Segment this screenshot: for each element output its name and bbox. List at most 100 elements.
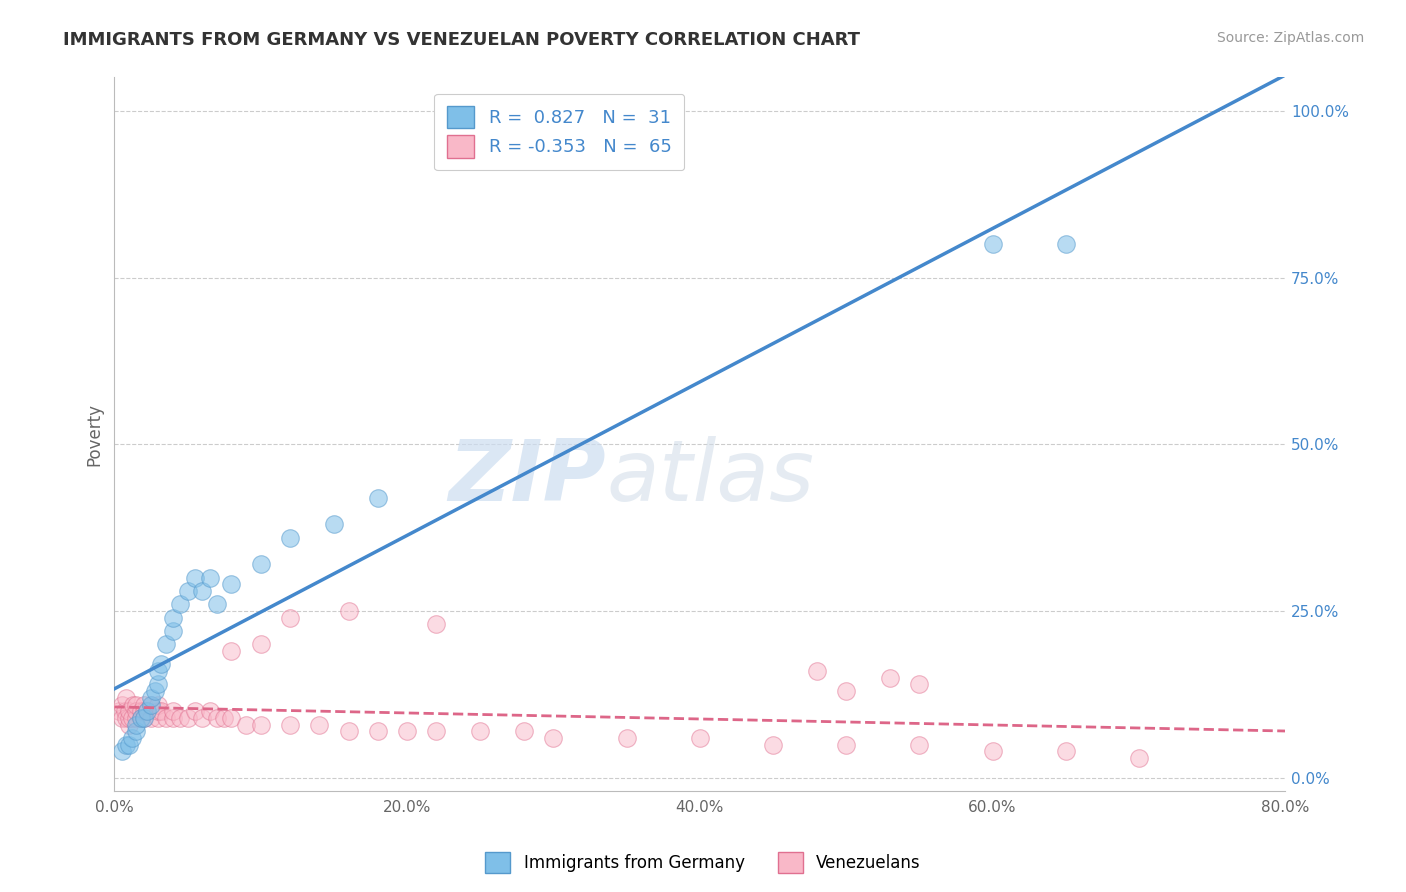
- Point: [367, 724, 389, 739]
- Text: Source: ZipAtlas.com: Source: ZipAtlas.com: [1216, 31, 1364, 45]
- Point: [139, 690, 162, 705]
- Point: [212, 711, 235, 725]
- Point: [122, 698, 145, 712]
- Point: [135, 704, 157, 718]
- Point: [125, 711, 148, 725]
- Point: [616, 731, 638, 745]
- Point: [125, 717, 148, 731]
- Text: ZIP: ZIP: [449, 435, 606, 518]
- Point: [148, 698, 170, 712]
- Point: [148, 677, 170, 691]
- Point: [221, 711, 243, 725]
- Point: [118, 717, 141, 731]
- Point: [470, 724, 492, 739]
- Point: [981, 744, 1004, 758]
- Point: [145, 684, 167, 698]
- Point: [121, 731, 143, 745]
- Point: [191, 711, 214, 725]
- Point: [908, 738, 931, 752]
- Point: [198, 571, 221, 585]
- Point: [396, 724, 419, 739]
- Point: [337, 724, 360, 739]
- Point: [169, 598, 191, 612]
- Point: [221, 577, 243, 591]
- Point: [1128, 751, 1150, 765]
- Point: [278, 531, 301, 545]
- Point: [135, 704, 157, 718]
- Y-axis label: Poverty: Poverty: [86, 403, 103, 466]
- Point: [150, 657, 173, 672]
- Point: [278, 611, 301, 625]
- Point: [155, 711, 177, 725]
- Point: [111, 711, 134, 725]
- Point: [425, 724, 447, 739]
- Point: [162, 704, 184, 718]
- Text: atlas: atlas: [606, 435, 814, 518]
- Point: [111, 744, 134, 758]
- Point: [1054, 744, 1077, 758]
- Point: [148, 704, 170, 718]
- Point: [132, 704, 155, 718]
- Point: [162, 624, 184, 639]
- Text: IMMIGRANTS FROM GERMANY VS VENEZUELAN POVERTY CORRELATION CHART: IMMIGRANTS FROM GERMANY VS VENEZUELAN PO…: [63, 31, 860, 49]
- Point: [249, 717, 271, 731]
- Point: [115, 690, 138, 705]
- Point: [118, 711, 141, 725]
- Point: [139, 698, 162, 712]
- Point: [115, 711, 138, 725]
- Point: [155, 637, 177, 651]
- Point: [205, 598, 228, 612]
- Point: [129, 711, 152, 725]
- Point: [129, 711, 152, 725]
- Point: [139, 698, 162, 712]
- Point: [150, 704, 173, 718]
- Point: [908, 677, 931, 691]
- Point: [835, 684, 858, 698]
- Point: [308, 717, 330, 731]
- Point: [118, 738, 141, 752]
- Point: [125, 698, 148, 712]
- Point: [191, 584, 214, 599]
- Point: [205, 711, 228, 725]
- Point: [689, 731, 711, 745]
- Point: [198, 704, 221, 718]
- Point: [235, 717, 257, 731]
- Point: [184, 571, 207, 585]
- Point: [121, 711, 143, 725]
- Point: [148, 711, 170, 725]
- Point: [981, 237, 1004, 252]
- Point: [249, 558, 271, 572]
- Point: [221, 644, 243, 658]
- Point: [132, 711, 155, 725]
- Point: [278, 717, 301, 731]
- Point: [806, 664, 828, 678]
- Point: [107, 704, 129, 718]
- Point: [111, 698, 134, 712]
- Point: [879, 671, 901, 685]
- Point: [132, 698, 155, 712]
- Legend: Immigrants from Germany, Venezuelans: Immigrants from Germany, Venezuelans: [478, 846, 928, 880]
- Point: [169, 711, 191, 725]
- Point: [125, 704, 148, 718]
- Point: [249, 637, 271, 651]
- Point: [1054, 237, 1077, 252]
- Point: [148, 664, 170, 678]
- Point: [762, 738, 785, 752]
- Point: [543, 731, 565, 745]
- Point: [132, 711, 155, 725]
- Point: [323, 517, 346, 532]
- Point: [835, 738, 858, 752]
- Point: [129, 704, 152, 718]
- Point: [176, 584, 198, 599]
- Point: [139, 711, 162, 725]
- Point: [513, 724, 536, 739]
- Point: [184, 704, 207, 718]
- Point: [115, 738, 138, 752]
- Point: [162, 611, 184, 625]
- Point: [125, 724, 148, 739]
- Point: [162, 711, 184, 725]
- Point: [337, 604, 360, 618]
- Point: [367, 491, 389, 505]
- Point: [425, 617, 447, 632]
- Point: [118, 704, 141, 718]
